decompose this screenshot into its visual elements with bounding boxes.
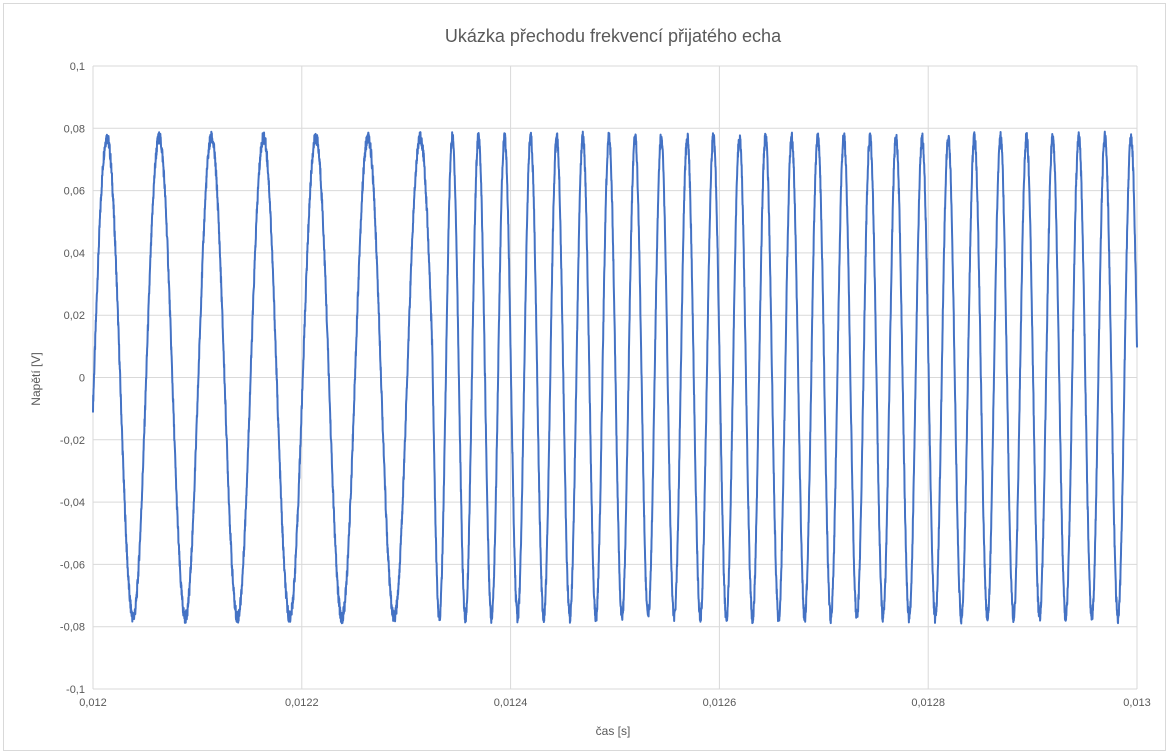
y-axis-label: Napětí [V] [29,352,43,405]
x-axis-label: čas [s] [596,724,631,738]
y-tick-label: 0,08 [64,123,85,135]
signal-line [92,130,1138,625]
y-tick-label: 0,02 [64,310,85,322]
y-tick-label: 0,04 [64,248,85,260]
y-tick-label: 0,06 [64,186,85,198]
chart-title: Ukázka přechodu frekvencí přijatého echa [445,26,782,46]
series-layer [92,130,1138,625]
y-tick-label: -0,06 [60,559,85,571]
y-tick-label: -0,04 [60,497,85,509]
x-tick-label: 0,0126 [703,697,737,709]
x-tick-label: 0,013 [1123,697,1151,709]
x-tick-label: 0,0122 [285,697,319,709]
y-tick-label: -0,1 [66,684,85,696]
x-tick-label: 0,0128 [911,697,945,709]
grid-layer [92,65,1138,690]
y-tick-label: -0,02 [60,435,85,447]
tick-labels: 0,1 0,08 0,06 0,04 0,02 0 -0,02 -0,04 -0,06 -0,08… [60,61,1151,709]
y-tick-label: -0,08 [60,622,85,634]
y-tick-label: 0 [79,373,85,385]
x-tick-label: 0,0124 [494,697,528,709]
y-tick-label: 0,1 [70,61,85,73]
x-tick-label: 0,012 [79,697,107,709]
